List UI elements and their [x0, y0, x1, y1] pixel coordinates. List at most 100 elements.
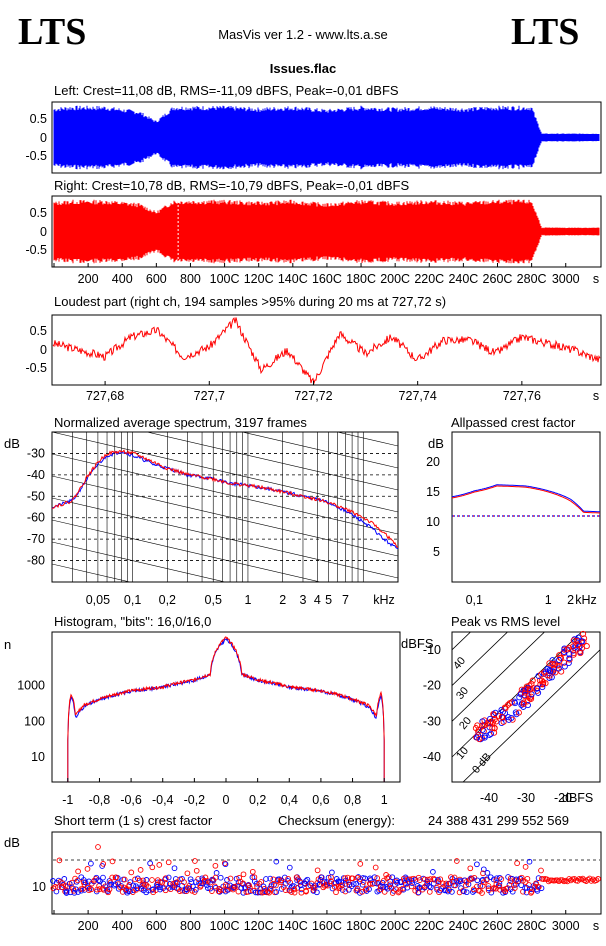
crest-point — [149, 877, 155, 883]
peak-rms-point — [570, 643, 577, 650]
crest-point — [366, 886, 372, 893]
loudest-part-frame — [51, 314, 602, 386]
xtick-label: 1 — [545, 593, 552, 607]
xtick-label: 240C — [448, 272, 478, 286]
crest-point — [157, 886, 163, 893]
crest-point — [333, 889, 339, 896]
crest-point — [117, 884, 124, 891]
crest-point — [95, 844, 101, 850]
ytick-label: -50 — [27, 489, 45, 503]
slope-line — [52, 519, 322, 582]
allpassed-yticks: 20 15 10 5 — [426, 455, 440, 559]
crest-point — [363, 885, 370, 892]
slope-line — [336, 432, 398, 447]
spectrum-series-red — [51, 449, 399, 548]
right-ytick-2: -0.5 — [25, 243, 47, 257]
crest-point — [100, 874, 106, 881]
crest-point — [427, 884, 434, 891]
allpassed-chart: 20 15 10 5 0,1 1 2 kHz — [426, 431, 601, 607]
crest-point — [134, 885, 141, 892]
xunit-label: kHz — [575, 593, 597, 607]
left-waveform-chart: 0.5 0 -0.5 — [25, 101, 602, 174]
crest-point — [212, 884, 219, 891]
crest-point — [304, 876, 311, 883]
crest-point — [381, 889, 388, 895]
ytick-label: 5 — [433, 545, 440, 559]
crest-point — [258, 879, 265, 885]
xtick-label: -0,4 — [152, 793, 174, 807]
peak-rms-point — [522, 686, 529, 693]
loudest-part-data — [52, 317, 601, 385]
xtick-label: 160C — [312, 919, 342, 933]
crest-point — [371, 874, 378, 881]
peak-rms-point — [487, 730, 494, 737]
waveform-envelope — [53, 105, 600, 170]
xtick-label: 0,2 — [159, 593, 176, 607]
crest-point — [497, 886, 503, 893]
crest-point — [209, 888, 215, 894]
crest-point — [235, 888, 242, 895]
crest-point — [518, 874, 525, 881]
crest-point — [474, 861, 480, 868]
xtick-label: 0,1 — [124, 593, 141, 607]
crest-point — [56, 857, 63, 864]
peak-rms-point — [555, 665, 562, 672]
spectrum-chart: -30 -40 -50 -60 -70 -80 0,05 0,1 0,2 0,5 1 2 3 4 5 7 kH… — [27, 431, 399, 607]
crest-point — [262, 889, 268, 895]
crest-line — [452, 632, 546, 722]
ytick-label: 10 — [31, 750, 45, 764]
crest-point — [339, 882, 346, 889]
crest-point — [108, 881, 114, 888]
xtick-label: 3 — [299, 593, 306, 607]
peak-rms-point — [509, 716, 516, 723]
slope-line — [52, 541, 227, 582]
xtick-label: 727,76 — [503, 389, 541, 403]
peak-rms-point — [498, 706, 505, 713]
crest-point — [398, 879, 404, 886]
ytick-label: -30 — [27, 446, 45, 460]
crest-point — [184, 870, 191, 877]
crest-point — [100, 861, 107, 867]
peak-rms-point — [583, 643, 590, 650]
crest-point — [342, 888, 349, 895]
xtick-label: 0,5 — [205, 593, 222, 607]
xtick-label: 0 — [223, 793, 230, 807]
crest-point — [314, 867, 321, 874]
ytick-label: 1000 — [17, 679, 45, 693]
crest-point — [490, 885, 496, 892]
crest-point — [431, 876, 438, 883]
peak-rms-point — [547, 668, 554, 675]
peak-rms-point — [500, 718, 507, 725]
peak-rms-point — [561, 659, 568, 666]
allpassed-title: Allpassed crest factor — [451, 415, 576, 430]
allpassed-frame — [451, 431, 601, 583]
crest-point — [470, 889, 476, 895]
peak-rms-point — [578, 638, 585, 645]
crest-point — [293, 874, 300, 881]
xtick-label: 260C — [483, 272, 513, 286]
crest-point — [217, 874, 224, 881]
crest-point — [84, 866, 91, 872]
xtick-label: 220C — [414, 272, 444, 286]
left-waveform-data — [53, 105, 600, 170]
crest-point — [303, 887, 309, 894]
logo-right: LTS — [511, 11, 579, 53]
peak-rms-point — [546, 672, 553, 679]
crest-point — [163, 880, 170, 887]
crest-point — [504, 885, 511, 891]
peak-rms-point — [502, 705, 509, 712]
crest-point — [468, 875, 475, 882]
peak-rms-point — [496, 713, 503, 720]
xtick-label: -0,2 — [184, 793, 206, 807]
xtick-label: 0,6 — [312, 793, 329, 807]
peak-rms-point — [565, 659, 572, 667]
crest-point — [187, 876, 194, 883]
xtick-label: 140C — [278, 272, 308, 286]
crest-point — [104, 886, 110, 893]
crest-point — [425, 876, 431, 883]
crest-point — [192, 886, 199, 893]
crest-point — [278, 877, 285, 884]
crest-line — [452, 632, 583, 758]
xtick-label: 7 — [342, 593, 349, 607]
